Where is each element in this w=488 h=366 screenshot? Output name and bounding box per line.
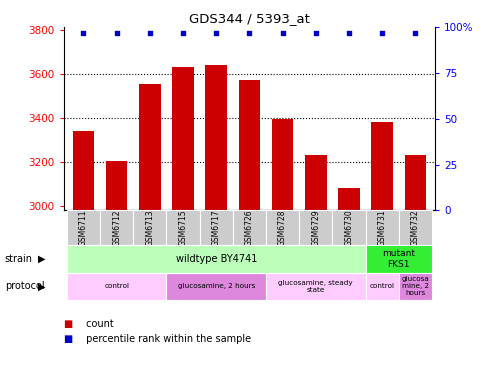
Bar <box>106 161 127 366</box>
Text: GSM6728: GSM6728 <box>278 210 286 246</box>
Text: glucosamine, 2 hours: glucosamine, 2 hours <box>177 283 254 290</box>
Bar <box>73 131 94 366</box>
Text: ▶: ▶ <box>38 281 45 291</box>
Bar <box>166 210 199 245</box>
Text: GSM6712: GSM6712 <box>112 210 121 246</box>
Bar <box>67 210 100 245</box>
Bar <box>265 210 299 245</box>
Text: GSM6732: GSM6732 <box>410 209 419 246</box>
Bar <box>100 210 133 245</box>
Bar <box>199 210 232 245</box>
Text: protocol: protocol <box>5 281 44 291</box>
Point <box>113 30 121 36</box>
Bar <box>365 273 398 300</box>
Bar <box>232 210 265 245</box>
Text: GSM6731: GSM6731 <box>377 209 386 246</box>
Text: glucosa
mine, 2
hours: glucosa mine, 2 hours <box>401 276 428 296</box>
Text: ■: ■ <box>63 333 73 344</box>
Text: GSM6726: GSM6726 <box>244 209 253 246</box>
Bar <box>67 245 365 273</box>
Text: mutant
FKS1: mutant FKS1 <box>382 249 414 269</box>
Bar <box>398 210 431 245</box>
Point <box>278 30 286 36</box>
Point <box>410 30 418 36</box>
Text: count: count <box>83 319 114 329</box>
Text: ▶: ▶ <box>38 254 45 264</box>
Text: GSM6717: GSM6717 <box>211 209 220 246</box>
Point <box>377 30 385 36</box>
Text: ■: ■ <box>63 319 73 329</box>
Point <box>80 30 87 36</box>
Bar <box>365 210 398 245</box>
Text: GSM6711: GSM6711 <box>79 210 88 246</box>
Text: control: control <box>104 283 129 290</box>
Text: GSM6715: GSM6715 <box>178 209 187 246</box>
Text: glucosamine, steady
state: glucosamine, steady state <box>278 280 352 293</box>
Bar <box>139 84 160 366</box>
Point <box>212 30 220 36</box>
Text: GSM6713: GSM6713 <box>145 209 154 246</box>
Bar <box>67 273 166 300</box>
Text: wildtype BY4741: wildtype BY4741 <box>175 254 256 264</box>
Text: GSM6730: GSM6730 <box>344 209 353 246</box>
Bar <box>338 188 359 366</box>
Bar <box>172 67 193 366</box>
Bar <box>365 245 431 273</box>
Bar <box>299 210 332 245</box>
Bar <box>238 81 260 366</box>
Text: control: control <box>369 283 394 290</box>
Bar <box>332 210 365 245</box>
Text: percentile rank within the sample: percentile rank within the sample <box>83 333 251 344</box>
Point <box>179 30 186 36</box>
Point <box>345 30 352 36</box>
Bar <box>305 155 326 366</box>
Point <box>311 30 319 36</box>
Bar <box>166 273 265 300</box>
Text: strain: strain <box>5 254 33 264</box>
Bar <box>398 273 431 300</box>
Point <box>245 30 253 36</box>
Bar <box>133 210 166 245</box>
Bar <box>205 65 226 366</box>
Point <box>145 30 153 36</box>
Bar <box>404 155 425 366</box>
Bar <box>265 273 365 300</box>
Bar <box>271 119 293 366</box>
Bar <box>370 122 392 366</box>
Title: GDS344 / 5393_at: GDS344 / 5393_at <box>188 12 309 25</box>
Text: GSM6729: GSM6729 <box>311 209 320 246</box>
